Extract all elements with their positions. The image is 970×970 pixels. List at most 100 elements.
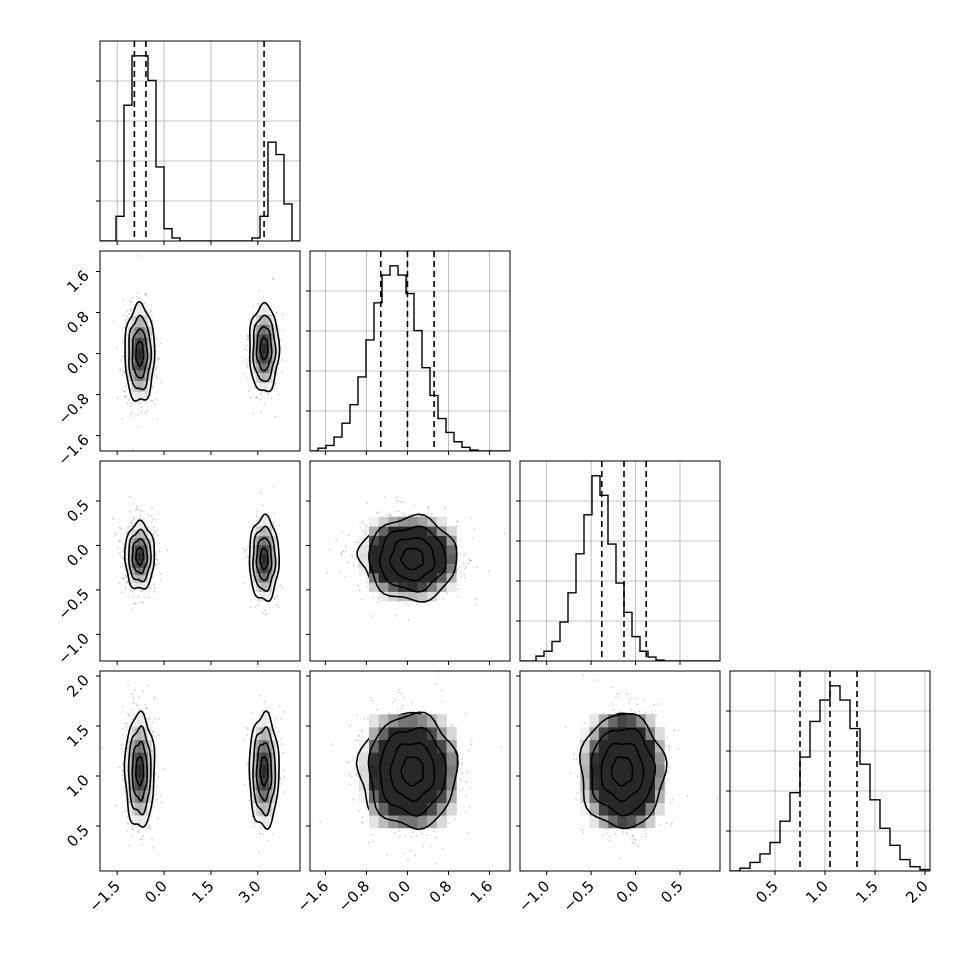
density-cell [262, 739, 267, 753]
density-cell [259, 563, 263, 574]
density-cell [141, 380, 146, 392]
sample-point [144, 411, 147, 414]
sample-point [372, 596, 375, 599]
density-cell [427, 535, 438, 546]
sample-point [409, 849, 412, 852]
sample-point [149, 827, 152, 830]
density-cell [259, 714, 263, 728]
sample-point [355, 558, 358, 561]
scatter-panel-2-1 [326, 496, 506, 621]
sample-point [121, 341, 124, 344]
sample-point [376, 601, 379, 604]
sample-point [247, 334, 249, 337]
density-cell [141, 777, 146, 791]
density-cell [262, 343, 267, 354]
density-cell [265, 353, 270, 364]
sample-point [277, 367, 279, 370]
sample-point [281, 587, 284, 590]
density-cell [128, 726, 132, 740]
density-cell [268, 802, 273, 816]
sample-point [147, 526, 150, 529]
density-cell [255, 764, 260, 778]
sample-point [124, 395, 127, 398]
density-cell [262, 591, 267, 602]
sample-point [156, 817, 159, 820]
sample-point [130, 522, 133, 524]
sample-point [132, 449, 135, 451]
density-cell [262, 554, 267, 564]
sample-point [122, 370, 125, 373]
sample-point [434, 862, 437, 865]
density-cell [138, 739, 142, 753]
sample-point [371, 841, 374, 843]
sample-point [243, 373, 246, 375]
density-cell [262, 526, 267, 536]
density-cell [259, 333, 263, 345]
scatter-panel-1-0 [112, 255, 285, 451]
sample-point [260, 491, 262, 494]
sample-point [365, 581, 368, 584]
density-cell [131, 739, 136, 753]
density-cell [141, 305, 146, 317]
density-cell [275, 752, 280, 766]
sample-point [154, 587, 156, 590]
density-cell [407, 535, 418, 546]
density-cell [134, 559, 139, 568]
sample-point [271, 833, 274, 836]
sample-point [467, 832, 470, 835]
sample-point [155, 338, 158, 341]
sample-point [357, 735, 360, 737]
density-cell [259, 739, 263, 753]
sample-point [148, 715, 151, 718]
sample-point [152, 730, 154, 733]
density-cell [262, 752, 267, 766]
sample-point [120, 744, 123, 747]
sample-point [256, 397, 259, 400]
density-cell [138, 369, 142, 381]
density-cell [436, 554, 447, 564]
sample-point [155, 369, 157, 372]
density-cell [128, 337, 132, 349]
density-cell [262, 544, 267, 555]
sample-point [151, 721, 154, 724]
sample-point [242, 547, 245, 549]
sample-point [243, 783, 246, 786]
sample-point [131, 828, 134, 830]
hist-panel-1 [310, 251, 510, 451]
sample-point [131, 296, 134, 299]
sample-point [141, 589, 144, 592]
sample-point [245, 359, 248, 361]
sample-point [264, 700, 267, 703]
sample-point [499, 745, 502, 748]
sample-point [256, 598, 259, 601]
density-cell [249, 764, 254, 778]
sample-point [396, 709, 399, 712]
sample-point [128, 844, 131, 847]
sample-point [152, 734, 154, 737]
density-cell [138, 529, 142, 538]
contour-0-0 [123, 519, 156, 590]
density-cell [407, 563, 418, 574]
density-cell [138, 337, 142, 349]
sample-point [407, 859, 409, 862]
density-cell [262, 714, 267, 728]
density-cell [388, 526, 399, 536]
density-cell [134, 582, 139, 591]
density-cell [378, 554, 389, 564]
sample-point [252, 305, 255, 307]
sample-point [359, 525, 362, 528]
density-cell [268, 572, 273, 583]
sample-point [276, 312, 279, 315]
sample-point [125, 581, 128, 584]
sample-point [364, 533, 367, 536]
density-cell [138, 574, 142, 583]
density-cell [262, 572, 267, 583]
sample-point [126, 334, 129, 337]
sample-point [365, 585, 368, 588]
sample-point [245, 377, 248, 379]
sample-point [350, 775, 353, 778]
density-cell [131, 552, 136, 561]
density-cell [151, 764, 155, 778]
sample-point [260, 410, 263, 413]
density-cell [275, 777, 280, 791]
